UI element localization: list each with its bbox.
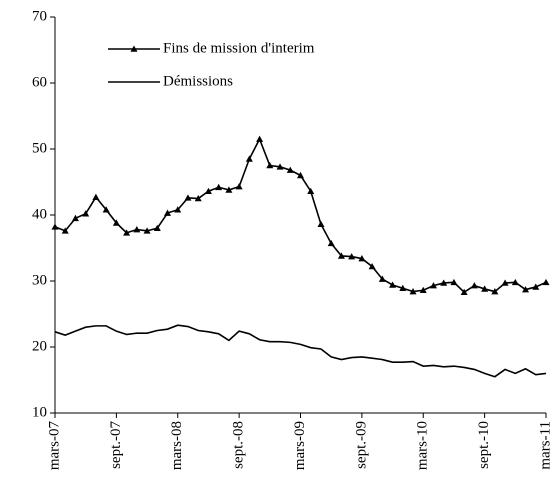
x-tick-label: mars-10 [415,421,431,470]
point-marker [317,220,325,228]
point-marker [348,253,356,260]
point-marker [542,278,550,286]
y-tick-label: 50 [32,140,47,156]
point-marker [389,281,397,288]
x-tick-label: mars-07 [46,421,62,471]
point-marker [61,227,69,234]
point-marker [286,166,294,173]
x-tick-label: sept.-07 [108,421,124,469]
point-marker [102,206,110,213]
point-marker [276,163,284,170]
point-marker [522,286,530,293]
point-marker [256,135,264,142]
y-tick-label: 70 [32,8,47,24]
point-marker [245,155,253,162]
point-marker [511,278,519,286]
point-marker [153,224,161,231]
point-marker [82,210,90,217]
point-marker [378,275,386,282]
x-tick-label: mars-08 [169,421,185,470]
point-marker [481,285,489,292]
y-tick-label: 10 [32,404,47,420]
series-line [54,137,547,294]
point-marker [307,187,315,195]
x-tick-label: sept.-10 [476,421,492,469]
point-marker [450,278,458,286]
point-marker [51,223,59,230]
point-marker [143,227,151,234]
point-marker [71,214,79,222]
legend-label: Fins de mission d'interim [163,40,315,56]
series-line [54,324,547,378]
legend-marker [130,45,138,52]
x-tick-label: sept.-08 [231,421,247,469]
x-tick-label: mars-11 [537,421,553,470]
point-marker [194,195,202,202]
y-tick-label: 30 [32,272,47,288]
y-tick-label: 20 [32,338,47,354]
point-marker [532,283,540,290]
point-marker [429,282,437,289]
point-marker [204,187,212,195]
point-marker [235,183,243,190]
legend-label: Démissions [163,73,233,89]
point-marker [358,255,366,262]
point-marker [215,183,223,191]
point-marker [225,186,233,193]
point-marker [470,282,478,289]
x-tick-label: sept.-09 [353,421,369,469]
point-marker [123,229,131,236]
x-tick-label: mars-09 [292,421,308,470]
point-marker [327,239,335,247]
point-marker [501,279,509,286]
point-marker [337,252,345,259]
y-tick-label: 60 [32,74,47,90]
point-marker [112,219,120,226]
point-marker [92,193,100,200]
point-marker [409,288,417,295]
point-marker [133,226,141,233]
point-marker [184,194,192,201]
point-marker [440,279,448,286]
point-marker [368,262,376,270]
point-marker [164,209,172,216]
y-tick-label: 40 [32,206,47,222]
point-marker [419,286,427,294]
point-marker [399,284,407,292]
point-marker [491,288,499,295]
point-marker [174,206,182,213]
point-marker [297,171,304,179]
point-marker [266,162,274,169]
point-marker [460,288,468,296]
